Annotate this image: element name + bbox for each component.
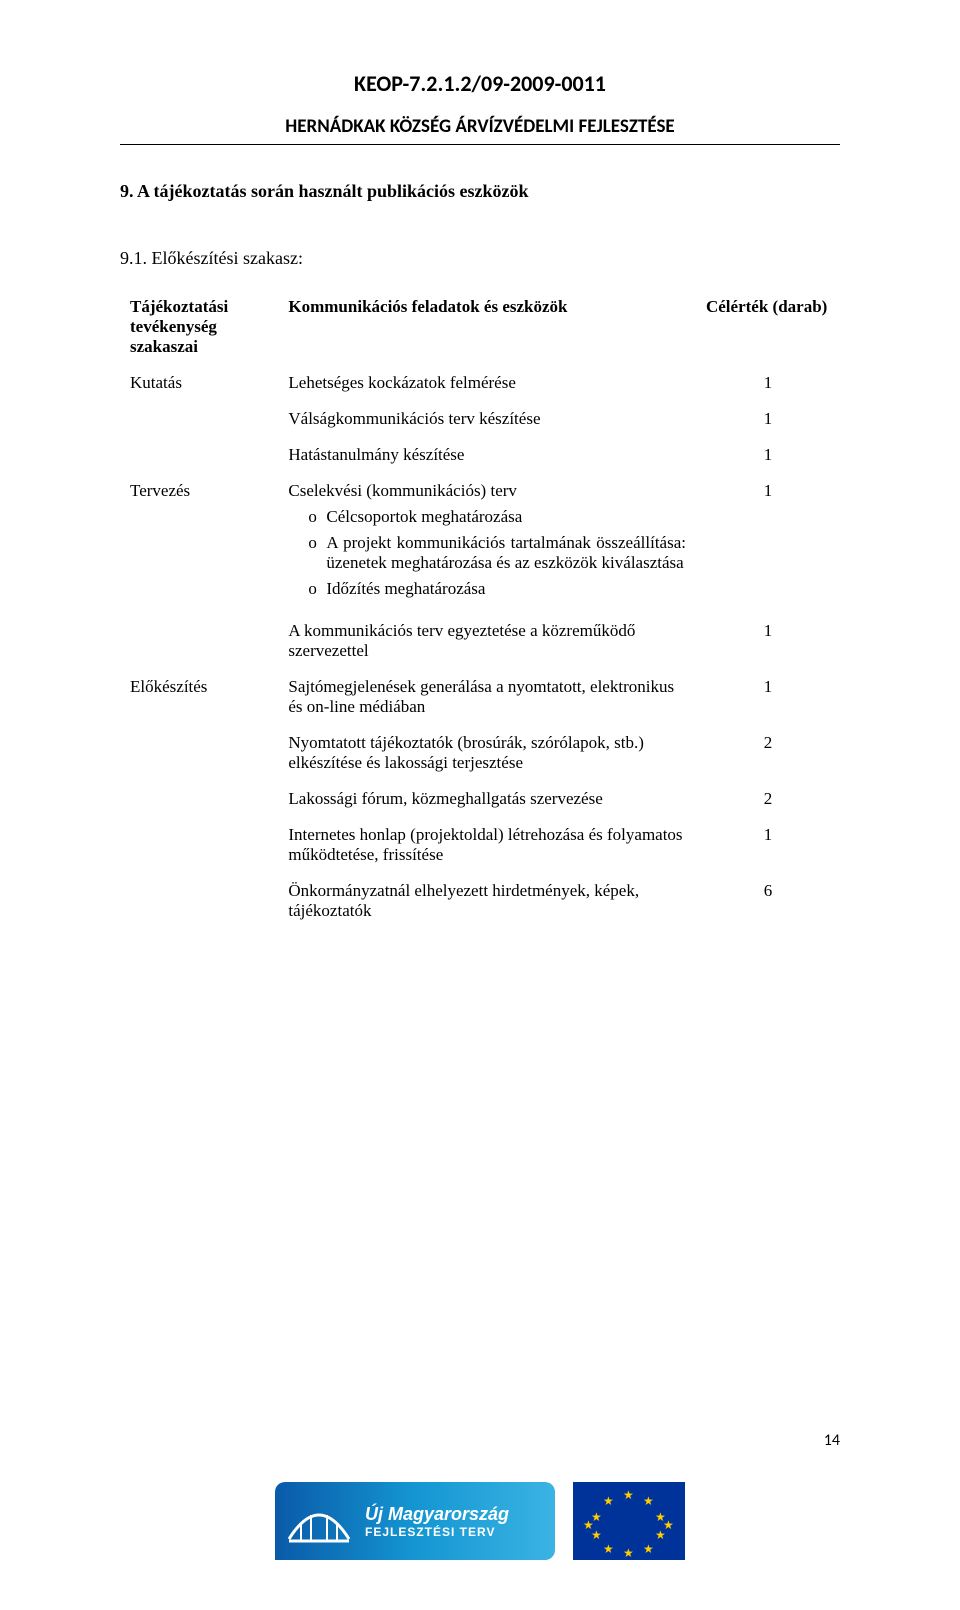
list-item: o Időzítés meghatározása — [308, 579, 686, 599]
list-item: o A projekt kommunikációs tartalmának ös… — [308, 533, 686, 573]
cell-val: 1 — [696, 613, 840, 669]
cell-val: 1 — [696, 437, 840, 473]
cell-task: Lakossági fórum, közmeghallgatás szervez… — [278, 781, 696, 817]
eu-star-icon: ★ — [603, 1542, 614, 1557]
eu-star-icon: ★ — [583, 1518, 594, 1533]
cell-task: Hatástanulmány készítése — [278, 437, 696, 473]
table-row: Önkormányzatnál elhelyezett hirdetmények… — [120, 873, 840, 929]
table-row: Előkészítés Sajtómegjelenések generálása… — [120, 669, 840, 725]
comm-table: Tájékoztatási tevékenység szakaszai Komm… — [120, 289, 840, 929]
eu-star-icon: ★ — [623, 1546, 634, 1561]
table-row: Kutatás Lehetséges kockázatok felmérése … — [120, 365, 840, 401]
cell-val: 1 — [696, 473, 840, 613]
cell-phase: Előkészítés — [120, 669, 278, 725]
cell-phase — [120, 437, 278, 473]
bullet-mark: o — [308, 579, 326, 599]
cell-task: Lehetséges kockázatok felmérése — [278, 365, 696, 401]
eu-flag-logo: ★ ★ ★ ★ ★ ★ ★ ★ ★ ★ ★ ★ — [573, 1482, 685, 1560]
umft-line1: Új Magyarország — [365, 1504, 555, 1525]
bullet-text: Időzítés meghatározása — [326, 579, 686, 599]
th-task: Kommunikációs feladatok és eszközök — [278, 289, 696, 365]
bullet-list: o Célcsoportok meghatározása o A projekt… — [288, 507, 686, 599]
table-row: Hatástanulmány készítése 1 — [120, 437, 840, 473]
cell-task-text: Cselekvési (kommunikációs) terv — [288, 481, 686, 501]
cell-task: Cselekvési (kommunikációs) terv o Célcso… — [278, 473, 696, 613]
th-phase: Tájékoztatási tevékenység szakaszai — [120, 289, 278, 365]
cell-phase — [120, 817, 278, 873]
cell-task: Önkormányzatnál elhelyezett hirdetmények… — [278, 873, 696, 929]
cell-val: 2 — [696, 725, 840, 781]
table-row: Internetes honlap (projektoldal) létreho… — [120, 817, 840, 873]
cell-task: A kommunikációs terv egyeztetése a közre… — [278, 613, 696, 669]
bridge-icon — [287, 1497, 351, 1545]
umft-logo: Új Magyarország FEJLESZTÉSI TERV — [275, 1482, 555, 1560]
eu-star-icon: ★ — [603, 1494, 614, 1509]
cell-task: Válságkommunikációs terv készítése — [278, 401, 696, 437]
doc-subtitle: HERNÁDKAK KÖZSÉG ÁRVÍZVÉDELMI FEJLESZTÉS… — [120, 115, 840, 138]
cell-task: Nyomtatott tájékoztatók (brosúrák, szóró… — [278, 725, 696, 781]
section-subtitle: 9.1. Előkészítési szakasz: — [120, 248, 840, 269]
umft-line2: FEJLESZTÉSI TERV — [365, 1525, 555, 1539]
cell-phase: Tervezés — [120, 473, 278, 613]
cell-val: 1 — [696, 669, 840, 725]
header-rule — [120, 144, 840, 145]
cell-val: 1 — [696, 365, 840, 401]
cell-task: Internetes honlap (projektoldal) létreho… — [278, 817, 696, 873]
cell-val: 1 — [696, 401, 840, 437]
doc-code: KEOP-7.2.1.2/09-2009-0011 — [120, 70, 840, 97]
cell-val: 6 — [696, 873, 840, 929]
cell-phase — [120, 873, 278, 929]
th-val: Célérték (darab) — [696, 289, 840, 365]
bullet-text: A projekt kommunikációs tartalmának össz… — [326, 533, 686, 573]
table-header-row: Tájékoztatási tevékenység szakaszai Komm… — [120, 289, 840, 365]
bullet-mark: o — [308, 533, 326, 573]
cell-val: 2 — [696, 781, 840, 817]
table-row: Válságkommunikációs terv készítése 1 — [120, 401, 840, 437]
eu-star-icon: ★ — [623, 1488, 634, 1503]
cell-phase — [120, 725, 278, 781]
footer-logos: Új Magyarország FEJLESZTÉSI TERV ★ ★ ★ ★… — [0, 1482, 960, 1560]
bullet-text: Célcsoportok meghatározása — [326, 507, 686, 527]
bullet-mark: o — [308, 507, 326, 527]
eu-star-icon: ★ — [643, 1494, 654, 1509]
cell-phase — [120, 401, 278, 437]
cell-phase: Kutatás — [120, 365, 278, 401]
section-title: 9. A tájékoztatás során használt publiká… — [120, 181, 840, 202]
cell-task: Sajtómegjelenések generálása a nyomtatot… — [278, 669, 696, 725]
cell-val: 1 — [696, 817, 840, 873]
page-number: 14 — [824, 1431, 840, 1450]
list-item: o Célcsoportok meghatározása — [308, 507, 686, 527]
cell-phase — [120, 781, 278, 817]
table-row: A kommunikációs terv egyeztetése a közre… — [120, 613, 840, 669]
table-row: Nyomtatott tájékoztatók (brosúrák, szóró… — [120, 725, 840, 781]
cell-phase — [120, 613, 278, 669]
eu-star-icon: ★ — [643, 1542, 654, 1557]
table-row: Tervezés Cselekvési (kommunikációs) terv… — [120, 473, 840, 613]
table-row: Lakossági fórum, közmeghallgatás szervez… — [120, 781, 840, 817]
eu-star-icon: ★ — [663, 1518, 674, 1533]
